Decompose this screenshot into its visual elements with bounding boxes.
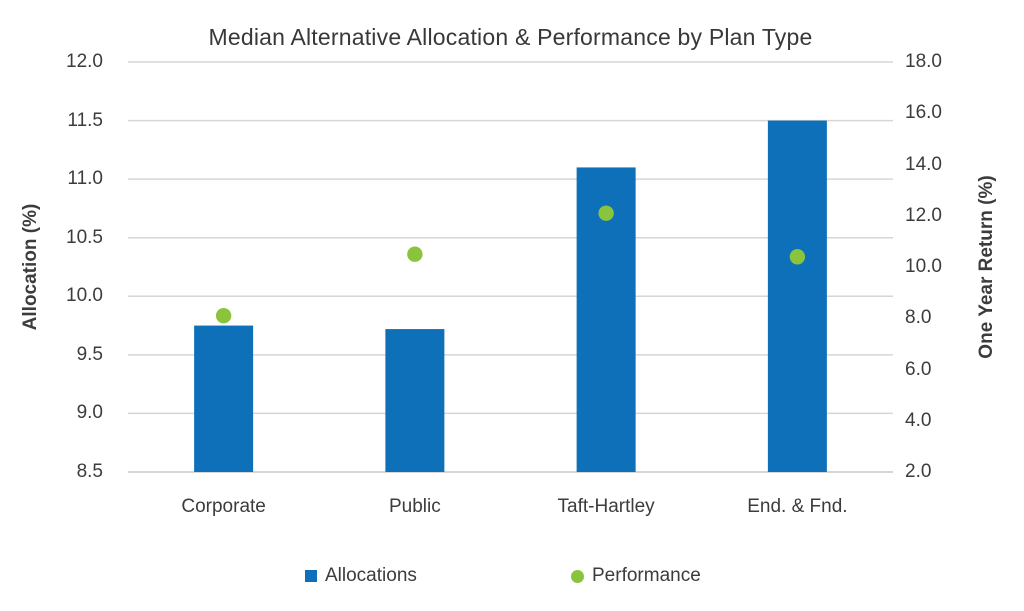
allocations-swatch-icon (305, 570, 317, 582)
legend-label-allocations: Allocations (325, 565, 417, 586)
right-axis-tick-label: 8.0 (905, 307, 932, 329)
point-public (407, 246, 423, 262)
point-end-fnd (789, 249, 806, 265)
left-axis-tick-label: 11.0 (67, 168, 103, 190)
legend-label-performance: Performance (592, 565, 701, 586)
bar-corporate (194, 325, 254, 472)
bar-end-fnd (767, 120, 827, 473)
performance-swatch-icon (571, 569, 584, 583)
right-axis-tick-label: 6.0 (905, 358, 932, 380)
left-axis-tick-label: 10.0 (66, 285, 103, 307)
category-label-taft-hartley: Taft-Hartley (557, 496, 655, 517)
right-axis-tick-label: 4.0 (905, 409, 932, 431)
left-axis-tick-label: 12.0 (66, 51, 103, 72)
category-label-corporate: Corporate (181, 496, 266, 517)
left-axis-tick-label: 9.5 (76, 343, 103, 365)
left-axis-tick-label: 11.5 (67, 109, 103, 131)
right-axis-tick-label: 18.0 (905, 51, 942, 72)
right-axis-tick-label: 14.0 (905, 153, 942, 175)
right-axis-tick-label: 2.0 (905, 461, 932, 482)
point-corporate (215, 307, 232, 324)
left-axis-tick-label: 10.5 (66, 226, 103, 248)
legend-item-allocations: Allocations (305, 563, 417, 589)
legend-item-performance: Performance (571, 563, 701, 589)
left-axis-tick-label: 9.0 (76, 402, 103, 424)
category-label-public: Public (389, 496, 441, 517)
right-axis-tick-label: 16.0 (905, 102, 942, 124)
right-axis-tick-label: 10.0 (905, 256, 942, 277)
right-axis-tick-label: 12.0 (905, 204, 942, 226)
chart-title: Median Alternative Allocation & Performa… (208, 24, 813, 50)
bar-public (385, 329, 445, 472)
category-label-end-fnd: End. & Fnd. (747, 496, 848, 517)
point-taft-hartley (598, 205, 614, 221)
left-axis-tick-label: 8.5 (76, 461, 103, 482)
